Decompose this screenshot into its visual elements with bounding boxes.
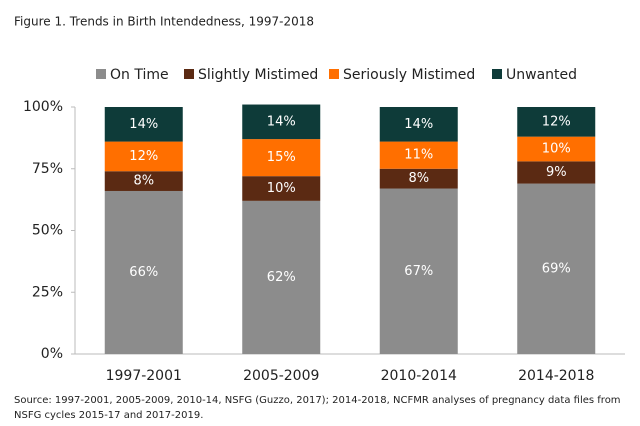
bar-segment: [242, 104, 321, 140]
legend-swatch: [184, 69, 194, 79]
x-tick-label: 1997-2001: [106, 368, 182, 384]
bar-segment: [104, 190, 183, 354]
bar-segment: [517, 183, 596, 354]
bar-segment: [379, 107, 458, 142]
y-tick-label: 100%: [23, 99, 63, 115]
data-label: 62%: [267, 270, 296, 285]
data-label: 10%: [542, 141, 571, 156]
bar-segment: [104, 141, 183, 172]
legend-swatch: [96, 69, 106, 79]
bar-segment: [104, 171, 183, 191]
bar-segment: [242, 139, 321, 177]
bar-segment: [517, 136, 596, 162]
data-label: 14%: [129, 117, 158, 132]
data-label: 12%: [542, 114, 571, 129]
data-label: 12%: [129, 149, 158, 164]
data-label: 8%: [408, 171, 429, 186]
y-tick-label: 0%: [41, 346, 63, 362]
x-tick-label: 2010-2014: [381, 368, 457, 384]
legend-swatch: [329, 69, 339, 79]
data-label: 14%: [267, 114, 296, 129]
legend-swatch: [492, 69, 502, 79]
legend-label: Slightly Mistimed: [198, 67, 318, 83]
bar-segment: [379, 188, 458, 354]
legend-label: On Time: [110, 67, 169, 83]
bar-segment: [379, 168, 458, 189]
x-tick-label: 2005-2009: [243, 368, 319, 384]
x-tick-label: 2014-2018: [518, 368, 594, 384]
y-tick-label: 75%: [32, 161, 63, 177]
chart-title: Figure 1. Trends in Birth Intendedness, …: [14, 15, 314, 29]
data-label: 9%: [546, 165, 567, 180]
legend-label: Seriously Mistimed: [343, 67, 475, 83]
bar-segment: [242, 176, 321, 201]
y-tick-label: 50%: [32, 223, 63, 239]
bar-segment: [104, 107, 183, 142]
bar-segment: [517, 161, 596, 184]
y-tick-label: 25%: [32, 284, 63, 300]
source-note: Source: 1997-2001, 2005-2009, 2010-14, N…: [14, 395, 621, 421]
data-label: 66%: [129, 265, 158, 280]
data-label: 11%: [404, 148, 433, 163]
data-label: 10%: [267, 181, 296, 196]
data-label: 15%: [267, 150, 296, 165]
data-label: 69%: [542, 261, 571, 276]
data-label: 14%: [404, 117, 433, 132]
legend-label: Unwanted: [506, 67, 577, 83]
bar-segment: [517, 107, 596, 137]
bar-segment: [242, 200, 321, 354]
data-label: 8%: [133, 174, 154, 189]
bar-segment: [379, 141, 458, 169]
data-label: 67%: [404, 264, 433, 279]
